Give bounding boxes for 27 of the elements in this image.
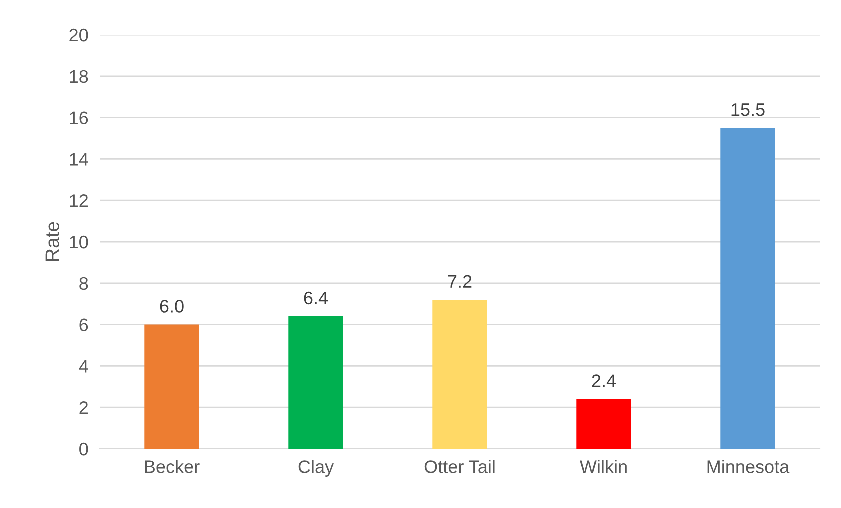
y-tick-label: 6 [80,318,88,332]
x-tick-label: Becker [145,460,200,474]
bar [576,399,632,449]
x-tick-label: Minnesota [708,460,790,474]
y-tick-label: 20 [70,28,88,42]
x-tick-label: Clay [298,460,334,477]
y-tick-label: 8 [80,277,88,290]
data-label: 6.4 [304,292,328,305]
data-label: 6.0 [160,300,184,313]
y-axis-title: Rate [46,222,60,261]
bar [288,316,344,449]
y-tick-label: 16 [70,112,88,125]
data-label: 15.5 [732,104,765,116]
y-tick-label: 2 [80,402,88,414]
x-tick-label: Otter Tail [424,460,495,474]
y-tick-label: 0 [80,442,88,456]
y-tick-label: 4 [79,360,88,373]
x-tick-label: Wilkin [580,460,627,474]
data-label: 7.2 [448,275,472,288]
data-label: 2.4 [592,374,616,388]
y-tick-label: 10 [70,236,88,249]
y-tick-label: 14 [70,153,88,166]
y-tick-label: 18 [70,70,88,84]
y-tick-label: 12 [70,194,88,208]
bar [144,324,200,449]
bar [720,128,776,449]
bar [432,300,488,449]
